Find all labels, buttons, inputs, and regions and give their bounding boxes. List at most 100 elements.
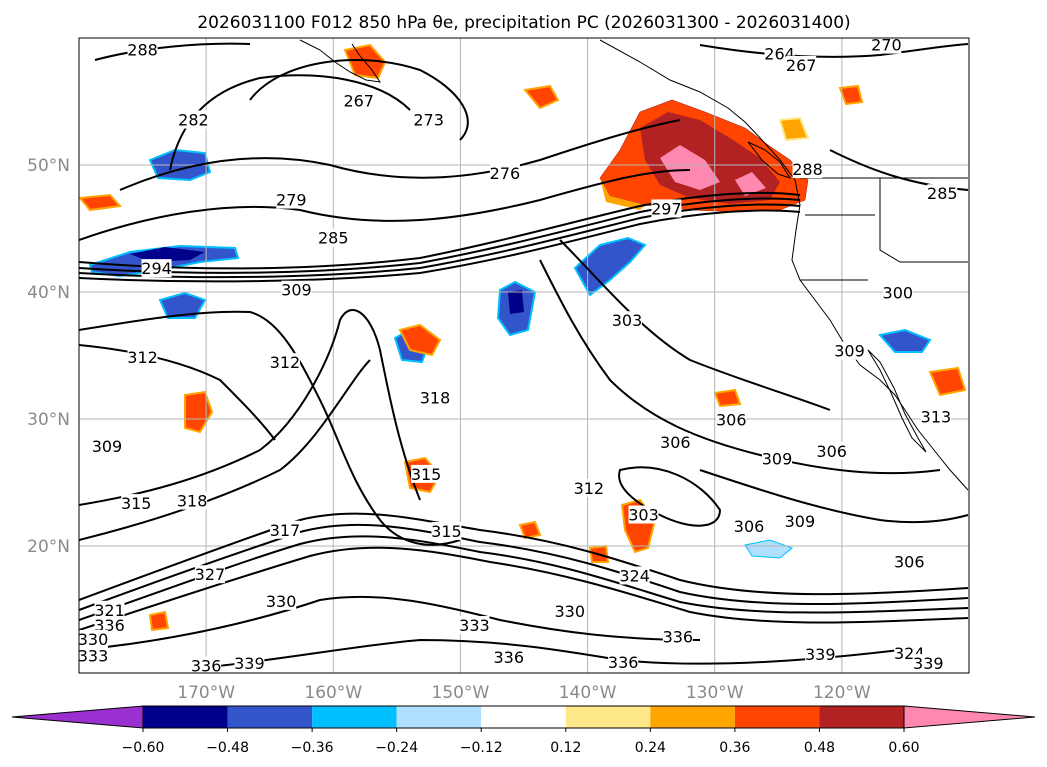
colorbar-tick-label: −0.12: [460, 740, 503, 756]
contour-315: [79, 309, 421, 506]
colorbar-frame: [142, 705, 905, 729]
border-states: [800, 178, 968, 281]
contour-label-backing: [194, 565, 225, 584]
contour-jet-bundle-1: [79, 191, 801, 270]
contour-label: 317: [270, 521, 301, 540]
colorbar-segment: [819, 706, 904, 728]
contour-label-backing: [420, 388, 450, 407]
contour-subtropical-4: [79, 546, 969, 631]
colorbar-segment: [565, 706, 651, 728]
contour-label-backing: [91, 436, 122, 455]
contour-label-backing: [94, 616, 125, 635]
contour-label: 303: [628, 506, 659, 525]
precip-positive-area-14: [778, 116, 810, 142]
longitude-label: 120°W: [813, 683, 871, 703]
contour-312: [79, 344, 276, 441]
contour-label: 267: [343, 92, 374, 111]
contour-label: 336: [663, 627, 694, 646]
colorbar-tick-label: −0.60: [122, 740, 165, 756]
contour-label: 333: [459, 616, 490, 635]
contour-label-backing: [816, 442, 847, 461]
contour-label: 309: [92, 437, 123, 456]
contour-label: 339: [234, 654, 265, 673]
contour-273: [249, 59, 469, 141]
precip-positive-area-13: [713, 388, 742, 408]
precip-peak-pnw: [660, 145, 720, 190]
precip-positive-area-9: [79, 193, 123, 212]
contour-336: [199, 638, 901, 669]
contour-282: [169, 74, 411, 171]
contour-label: 327: [195, 565, 226, 584]
contour-label: 318: [420, 389, 451, 408]
contour-label: 330: [554, 602, 585, 621]
contour-label: 306: [716, 410, 747, 429]
colorbar-segment: [312, 706, 397, 728]
contour-label-backing: [920, 407, 951, 426]
precip-negative-area-5: [158, 291, 207, 319]
contour-label-backing: [651, 199, 682, 218]
contour-label: 270: [871, 36, 902, 55]
contour-label: 267: [786, 56, 817, 75]
contour-label: 324: [619, 566, 650, 585]
contour-label: 303: [612, 311, 643, 330]
colorbar-segment: [396, 706, 482, 728]
contour-303: [559, 239, 831, 411]
coastline-north-america: [599, 39, 969, 491]
contour-label: 333: [78, 646, 109, 665]
contour-label-backing: [716, 410, 747, 429]
map-frame: [78, 37, 970, 674]
precip-edge-pnw: [600, 178, 645, 210]
contour-label-backing: [554, 602, 585, 621]
contour-label-backing: [177, 491, 208, 510]
contour-label: 315: [431, 522, 462, 541]
contour-label: 336: [608, 653, 639, 672]
contour-label-backing: [459, 616, 490, 635]
contour-label-backing: [343, 91, 374, 110]
colorbar-under-extension: [11, 705, 144, 729]
contour-label: 309: [281, 281, 312, 300]
contour-label: 309: [762, 450, 793, 469]
colorbar-tick-label: 0.36: [719, 740, 750, 756]
contour-label: 306: [816, 442, 847, 461]
latitude-label: 20°N: [27, 537, 70, 557]
contour-label-backing: [94, 600, 125, 619]
contour-label: 288: [127, 41, 158, 60]
colorbar-tick-label: 0.24: [635, 740, 666, 756]
precip-negative-core-4: [508, 290, 524, 314]
contour-label-backing: [276, 190, 307, 209]
longitude-label: 170°W: [177, 683, 235, 703]
contour-label: 300: [883, 283, 914, 302]
precip-positive-area-2: [398, 323, 442, 357]
contour-label-backing: [619, 566, 650, 585]
contour-label-backing: [611, 311, 642, 330]
colorbar-tick-label: −0.24: [375, 740, 418, 756]
contour-label-backing: [734, 516, 765, 535]
contour-label-backing: [127, 348, 158, 367]
contour-309-w: [79, 310, 461, 546]
contour-label-backing: [489, 163, 520, 182]
contour-label-backing: [318, 228, 349, 247]
contour-label: 339: [805, 645, 836, 664]
map-panel: 2882672732822762792852943092642672702882…: [78, 36, 970, 674]
latitude-labels: 50°N 40°N 30°N 20°N: [27, 156, 70, 557]
contour-label-backing: [191, 656, 222, 673]
contour-jet-bundle-2: [79, 197, 801, 274]
colorbar-tick-label: −0.36: [291, 740, 334, 756]
contour-276: [119, 119, 681, 191]
contour-label: 297: [651, 199, 682, 218]
contour-label: 273: [413, 111, 444, 130]
colorbar: −0.60 −0.48 −0.36 −0.24 −0.12 0.12 0.24 0.36 0.4…: [11, 705, 1036, 756]
contour-label: 309: [785, 512, 816, 531]
contour-label-backing: [141, 259, 172, 278]
contour-label: 285: [318, 229, 349, 248]
longitude-label: 150°W: [432, 683, 490, 703]
contour-label-backing: [784, 511, 815, 530]
contour-label-backing: [269, 353, 300, 372]
contour-label: 285: [927, 184, 958, 203]
contour-label-backing: [178, 110, 209, 129]
contour-label: 288: [792, 160, 823, 179]
contour-jet-bundle-4: [79, 209, 801, 283]
longitude-labels: 170°W 160°W 150°W 140°W 130°W 120°W: [177, 683, 871, 703]
map-title: 2026031100 F012 850 hPa θe, precipitatio…: [197, 13, 850, 33]
